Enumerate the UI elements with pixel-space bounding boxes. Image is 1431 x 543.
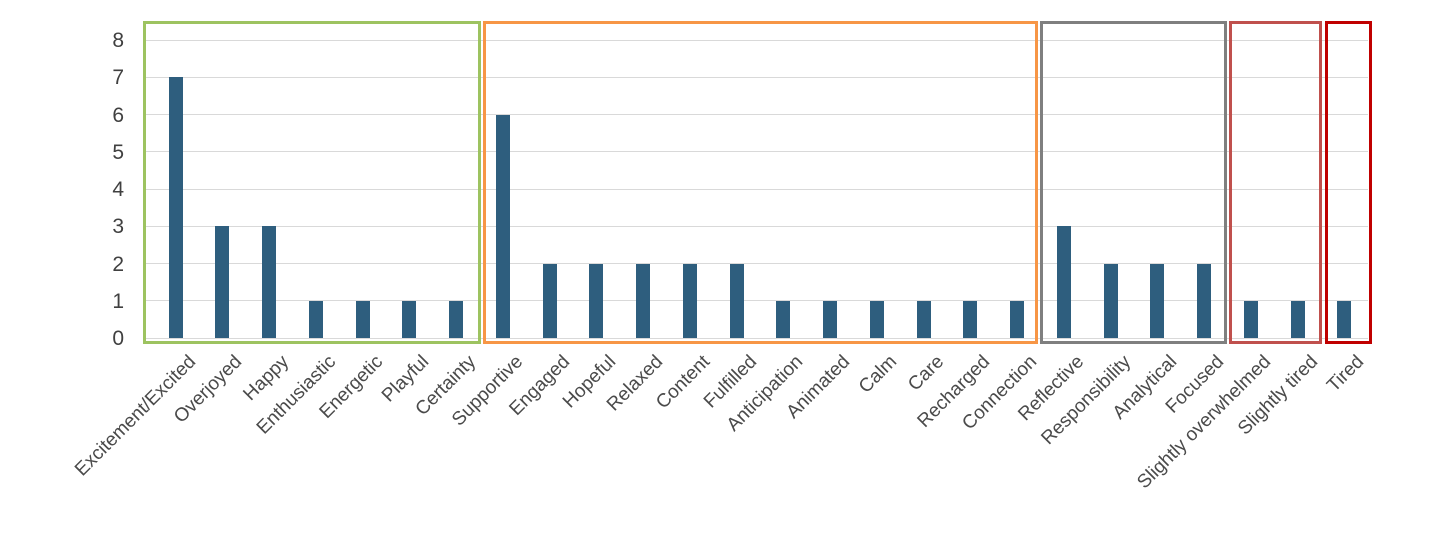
- bar: [262, 226, 276, 338]
- bar: [1010, 300, 1024, 338]
- y-axis-tick-label: 3: [112, 215, 124, 239]
- group-box-brown-group: [1229, 21, 1322, 344]
- y-axis-tick-label: 1: [112, 289, 124, 313]
- bar: [823, 300, 837, 338]
- bar: [916, 300, 931, 338]
- gridline: [143, 300, 1368, 302]
- gridline: [143, 188, 1368, 190]
- bar: [402, 300, 417, 338]
- group-box-gray-group: [1040, 21, 1227, 344]
- bar: [355, 300, 370, 338]
- bar: [1243, 300, 1258, 338]
- gridline: [143, 114, 1368, 115]
- gridline: [143, 337, 1368, 339]
- bar: [449, 300, 463, 338]
- bar: [682, 263, 697, 338]
- y-axis-tick-label: 4: [112, 178, 124, 201]
- gridline: [143, 225, 1368, 227]
- bar: [776, 300, 791, 338]
- bar: [168, 77, 183, 338]
- gridline: [143, 39, 1368, 41]
- gridline: [143, 263, 1368, 264]
- bar: [495, 114, 510, 338]
- y-axis-tick-label: 7: [112, 66, 124, 90]
- gridline: [143, 76, 1368, 78]
- y-axis-tick-label: 8: [112, 29, 124, 52]
- y-axis-tick-label: 6: [112, 103, 124, 127]
- gridline: [143, 151, 1368, 153]
- y-axis-tick-label: 5: [112, 140, 124, 164]
- y-axis-tick-label: 0: [112, 327, 124, 350]
- bar: [729, 263, 744, 338]
- bar: [589, 263, 604, 338]
- group-box-green-group: [143, 21, 481, 344]
- bar: [869, 300, 884, 338]
- bar: [1290, 300, 1305, 338]
- bar: [636, 263, 650, 338]
- group-box-orange-group: [483, 21, 1038, 344]
- bar: [308, 300, 323, 338]
- bar: [1197, 263, 1211, 338]
- bar: [1103, 263, 1118, 338]
- bar: [1056, 226, 1071, 338]
- bar: [215, 226, 230, 338]
- bar: [963, 300, 978, 338]
- bar: [1150, 263, 1165, 338]
- y-axis-tick-label: 2: [112, 252, 124, 276]
- group-box-red-group: [1325, 21, 1372, 344]
- bar: [1337, 300, 1352, 338]
- bar: [542, 263, 557, 338]
